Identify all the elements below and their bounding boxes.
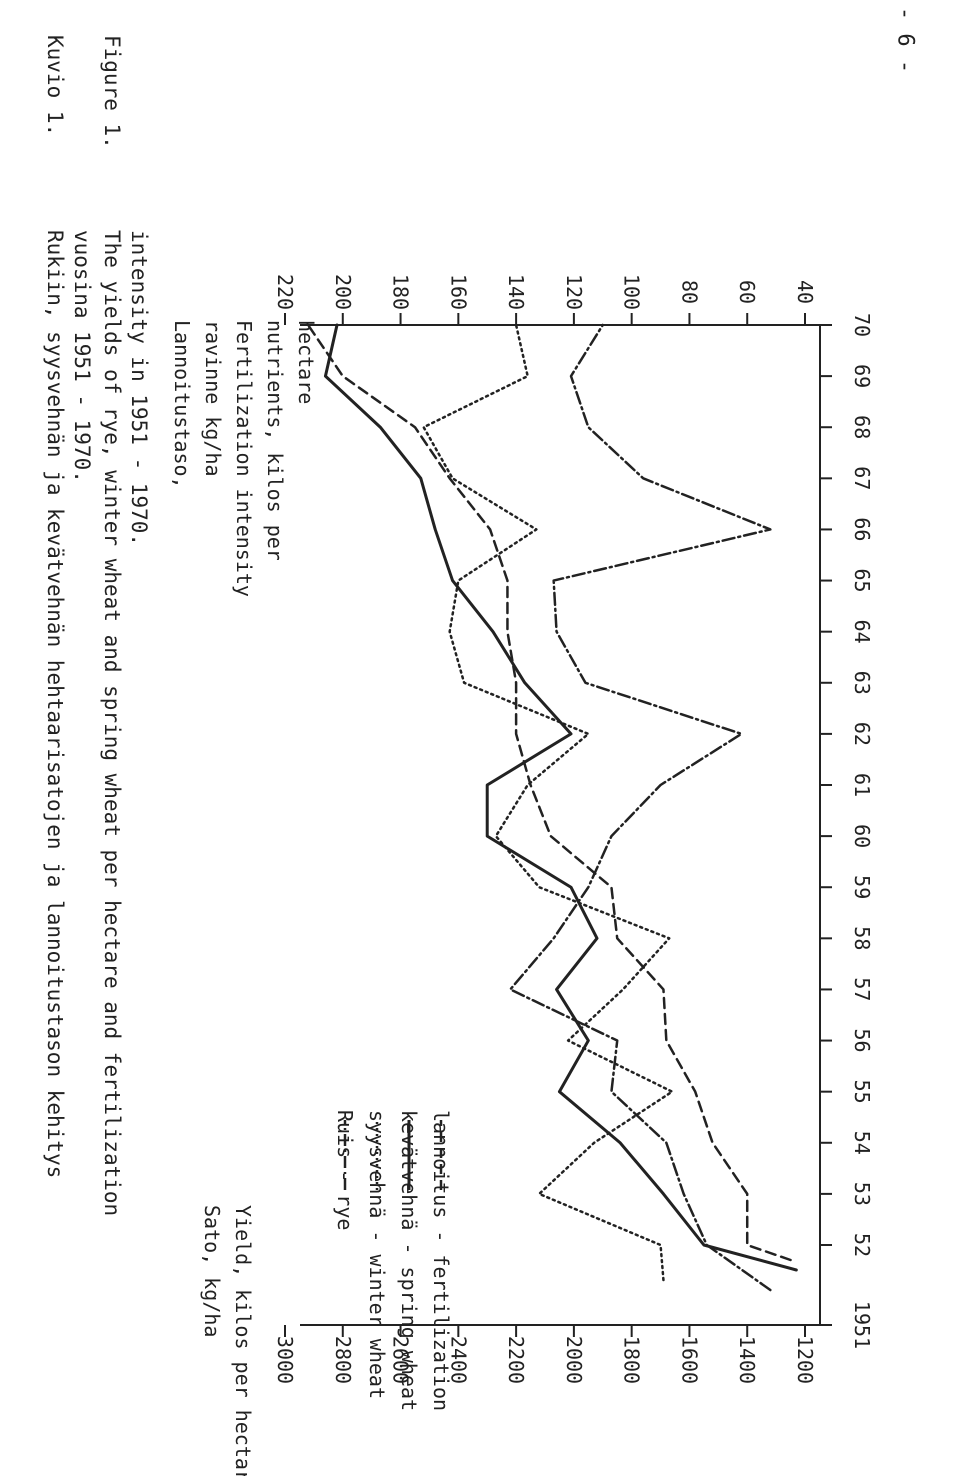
y-tick-label: 1400 [735, 1336, 759, 1384]
y-axis-label-line2: Yield, kilos per hectare [231, 1205, 255, 1476]
x-tick-label: 61 [850, 773, 874, 797]
series-lines [306, 323, 798, 1292]
y-tick-label: 2800 [331, 1336, 355, 1384]
x-tick-label: 57 [850, 977, 874, 1001]
y2-tick-label: 200 [331, 274, 355, 310]
figure-caption: Kuvio 1. Rukiin, syysvehnän ja kevätvehn… [43, 35, 151, 1216]
series-line [422, 323, 674, 1282]
x-tick-label: 58 [850, 926, 874, 950]
page-number: - 6 - [892, 6, 918, 74]
caption-fi-line1: Rukiin, syysvehnän ja kevätvehnän hehtaa… [43, 230, 67, 1178]
x-tick-label: 64 [850, 620, 874, 644]
caption-fi-label: Kuvio 1. [43, 35, 67, 136]
series-line [509, 323, 772, 1292]
y2-tick-label: 60 [735, 280, 759, 304]
x-tick-label: 53 [850, 1182, 874, 1206]
ticks: 1951 52 53 54 55 56 57 58 59 60 61 62 63 64 65 66 67 68 69… [273, 274, 874, 1384]
x-tick-label: 68 [850, 415, 874, 439]
y2-tick-label: 140 [504, 274, 528, 310]
y2-tick-label: 160 [446, 274, 470, 310]
x-tick-label: 55 [850, 1080, 874, 1104]
y-tick-label: 2200 [504, 1336, 528, 1384]
series-line [306, 323, 792, 1262]
y-tick-label: 1200 [793, 1336, 817, 1384]
x-tick-label: 70 [850, 313, 874, 337]
y-tick-label: 1800 [620, 1336, 644, 1384]
y-tick-label: 2000 [562, 1336, 586, 1384]
y-tick-label: 2600 [389, 1336, 413, 1384]
x-tick-label: 69 [850, 364, 874, 388]
legend-label: lannoitus - fertilization [429, 1110, 453, 1411]
y2-tick-label: 180 [389, 274, 413, 310]
caption-en-label: Figure 1. [100, 35, 124, 149]
caption-en-line1: The yields of rye, winter wheat and spri… [100, 230, 124, 1216]
x-tick-label: 60 [850, 824, 874, 848]
y2-axis-label-line: ravinne kg/ha [201, 320, 225, 477]
x-tick-label: 52 [850, 1233, 874, 1257]
x-tick-label: 56 [850, 1029, 874, 1053]
x-tick-label: 54 [850, 1131, 874, 1155]
y2-axis-label-line: nutrients, kilos per [263, 320, 287, 561]
y2-tick-label: 220 [273, 274, 297, 310]
y-axis-label-line1: Sato, kg/ha [200, 1205, 224, 1337]
x-tick-label: 66 [850, 517, 874, 541]
legend: Ruis - rye syysvehnä - winter wheat kevätv… [333, 1110, 453, 1411]
y2-axis-label-line: Fertilization intensity [232, 320, 256, 597]
x-tick-label: 62 [850, 722, 874, 746]
x-tick-label: 59 [850, 875, 874, 899]
x-tick-label: 67 [850, 466, 874, 490]
y-tick-label: 1600 [677, 1336, 701, 1384]
legend-label: Ruis - rye [333, 1110, 357, 1230]
legend-label: syysvehnä - winter wheat [365, 1110, 389, 1399]
x-tick-label: 63 [850, 671, 874, 695]
series-line [323, 323, 798, 1272]
legend-label: kevätvehnä - spring wheat [397, 1110, 421, 1411]
y-axis-label: Sato, kg/ha Yield, kilos per hectare [200, 1205, 255, 1480]
x-tick-label: 65 [850, 569, 874, 593]
y2-tick-label: 100 [620, 274, 644, 310]
caption-en-line2: intensity in 1951 - 1970. [127, 230, 151, 546]
y-tick-label: 2400 [446, 1336, 470, 1384]
y2-tick-label: 80 [677, 280, 701, 304]
caption-fi-line2: vuosina 1951 - 1970. [70, 230, 94, 483]
x-tick-label: 1951 [850, 1301, 874, 1349]
y2-axis-label-line: Lannoitustaso, [170, 320, 194, 489]
y-tick-label: 3000 [273, 1336, 297, 1384]
axes [300, 324, 821, 1326]
y2-axis-label: Lannoitustaso, ravinne kg/ha Fertilization… [170, 320, 318, 597]
y2-tick-label: 40 [793, 280, 817, 304]
y2-tick-label: 120 [562, 274, 586, 310]
